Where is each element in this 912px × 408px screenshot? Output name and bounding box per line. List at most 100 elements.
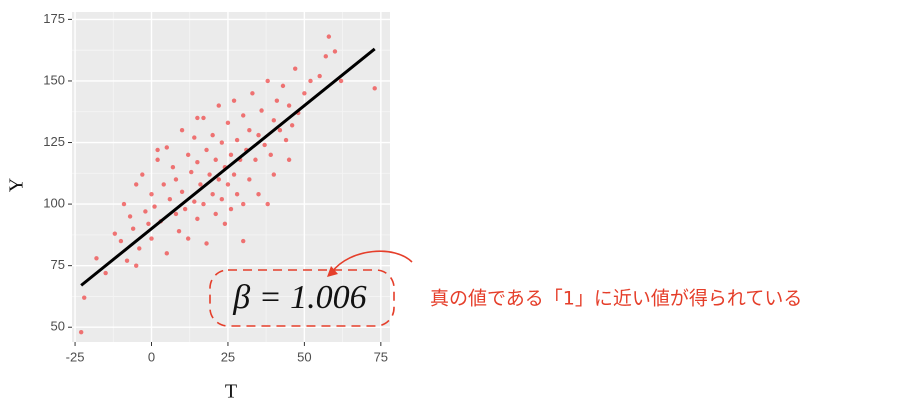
point [225, 120, 231, 126]
point [262, 142, 267, 148]
point [247, 128, 252, 133]
point [82, 295, 87, 300]
point [256, 132, 261, 138]
point [289, 123, 295, 128]
point [161, 182, 166, 187]
point [250, 91, 255, 96]
beta-label: β = 1.006 [232, 279, 366, 316]
fit-line [80, 47, 376, 287]
point [228, 206, 234, 212]
point [204, 147, 209, 153]
point [271, 118, 277, 123]
panel [72, 12, 390, 342]
point [195, 160, 200, 165]
point [179, 189, 185, 194]
point [121, 201, 127, 207]
y-axis-title: Y [6, 178, 28, 192]
points [78, 34, 377, 335]
y-tick-label: 75 [51, 257, 65, 272]
point [195, 115, 200, 121]
point [241, 238, 246, 244]
point [201, 201, 206, 207]
point [241, 201, 246, 207]
point [283, 137, 289, 143]
point [185, 236, 191, 241]
point [143, 209, 148, 214]
point [280, 83, 286, 89]
point [137, 246, 142, 251]
point [253, 157, 258, 162]
x-tick-label: 75 [374, 349, 388, 364]
point [155, 157, 160, 162]
point [241, 113, 246, 118]
point [182, 206, 188, 212]
point [164, 145, 169, 150]
point [323, 54, 328, 59]
point [302, 91, 307, 96]
point [271, 172, 277, 177]
point [293, 66, 298, 71]
point [112, 231, 118, 236]
y-tick-label: 100 [43, 196, 65, 211]
point [201, 115, 206, 121]
point [247, 177, 252, 182]
point [265, 78, 270, 84]
point [234, 192, 240, 197]
point [185, 152, 191, 158]
point [207, 172, 212, 177]
point [372, 86, 377, 91]
point [192, 135, 197, 140]
point [231, 172, 237, 177]
y-tick-label: 175 [43, 11, 65, 26]
point [198, 182, 203, 187]
point [274, 98, 280, 103]
point [216, 177, 221, 182]
point [213, 211, 218, 217]
point [140, 172, 145, 177]
x-tick-label: -25 [66, 349, 85, 364]
point [213, 157, 218, 162]
note: 真の値である「1」に近い値が得られている [430, 288, 802, 310]
point [195, 216, 200, 222]
point [286, 157, 292, 162]
point [225, 182, 231, 187]
point [118, 238, 124, 244]
point [231, 98, 237, 103]
point [228, 152, 234, 158]
point [94, 256, 99, 261]
point [204, 241, 209, 246]
annotation-box [209, 269, 395, 327]
point [173, 177, 179, 182]
point [152, 204, 157, 209]
x-tick-label: 0 [148, 349, 155, 364]
point [149, 236, 154, 241]
point [332, 49, 338, 54]
point [326, 34, 332, 39]
y-tick-label: 50 [51, 319, 65, 334]
point [78, 329, 84, 335]
point [234, 137, 240, 143]
point [222, 221, 228, 226]
point [256, 192, 261, 197]
point [173, 211, 179, 217]
x-tick-label: 25 [221, 349, 235, 364]
point [308, 78, 313, 84]
point [127, 214, 133, 219]
point [134, 263, 139, 268]
point [259, 108, 264, 113]
point [149, 192, 154, 197]
x-tick-label: 50 [297, 349, 311, 364]
point [124, 258, 130, 263]
point [210, 192, 215, 197]
point [179, 128, 185, 133]
point [338, 78, 344, 84]
point [216, 103, 221, 108]
y-tick-label: 125 [43, 134, 65, 149]
y-tick-label: 150 [43, 72, 65, 87]
point [103, 270, 108, 276]
point [265, 201, 270, 207]
point [219, 196, 225, 202]
x-axis-title: T [225, 381, 237, 403]
point [170, 164, 176, 170]
